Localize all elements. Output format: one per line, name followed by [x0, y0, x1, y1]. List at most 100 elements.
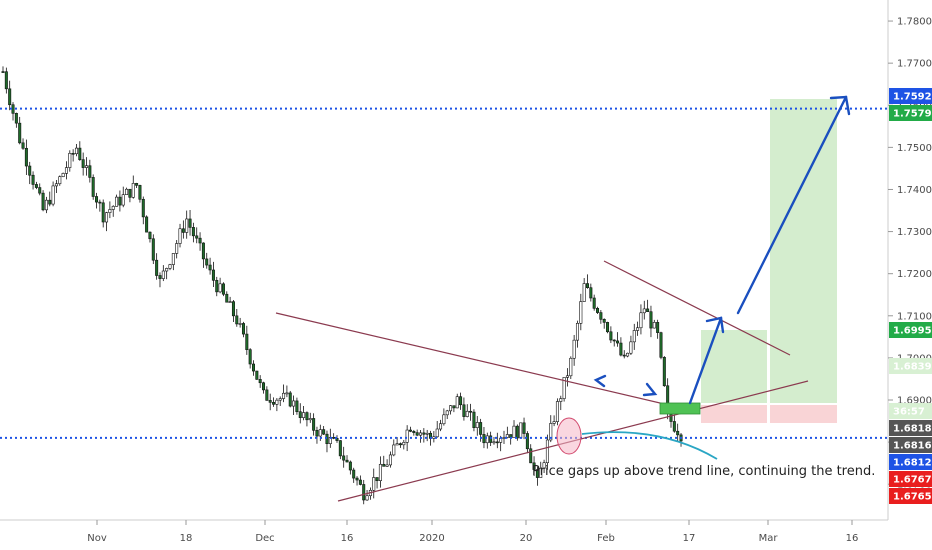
entry-box[interactable]	[659, 402, 701, 415]
candle[interactable]	[275, 398, 279, 412]
candle[interactable]	[402, 439, 406, 450]
candle[interactable]	[108, 201, 112, 219]
candle[interactable]	[535, 466, 539, 486]
candle[interactable]	[469, 403, 473, 421]
candle[interactable]	[492, 437, 496, 445]
candle[interactable]	[408, 426, 412, 433]
candle[interactable]	[642, 300, 646, 320]
price-badge[interactable]: 1.67655	[889, 488, 932, 504]
candle[interactable]	[539, 461, 543, 478]
candle[interactable]	[445, 409, 449, 420]
candle[interactable]	[475, 416, 479, 436]
candle[interactable]	[629, 335, 633, 356]
candle[interactable]	[462, 397, 466, 421]
candle[interactable]	[589, 283, 593, 302]
candle[interactable]	[529, 444, 533, 464]
candle[interactable]	[405, 425, 409, 452]
candle[interactable]	[412, 429, 416, 436]
stop-zone-1[interactable]	[701, 405, 767, 423]
time-axis[interactable]: Nov 18 Dec 16 2020 20 Feb 17 Mar 16	[87, 520, 858, 544]
candle[interactable]	[495, 432, 499, 449]
price-badge[interactable]: 36:57	[889, 403, 932, 419]
candle[interactable]	[522, 417, 526, 440]
candle[interactable]	[88, 159, 92, 183]
candle[interactable]	[612, 339, 616, 347]
candle[interactable]	[85, 157, 89, 176]
projection-arrow-2[interactable]	[736, 95, 848, 315]
candle[interactable]	[248, 348, 252, 369]
candle[interactable]	[662, 356, 666, 387]
candle[interactable]	[515, 424, 519, 441]
candle[interactable]	[676, 423, 680, 442]
candle[interactable]	[258, 375, 262, 388]
candle[interactable]	[372, 468, 376, 499]
candle[interactable]	[562, 377, 566, 402]
candle[interactable]	[131, 175, 135, 199]
candle[interactable]	[639, 304, 643, 335]
candle[interactable]	[656, 319, 660, 339]
candle[interactable]	[121, 186, 125, 208]
candle[interactable]	[4, 67, 8, 94]
candle[interactable]	[238, 317, 242, 328]
candle[interactable]	[225, 291, 229, 303]
candle[interactable]	[34, 181, 38, 190]
candle[interactable]	[345, 455, 349, 463]
candle[interactable]	[485, 432, 489, 449]
candle[interactable]	[512, 420, 516, 438]
candle[interactable]	[459, 392, 463, 410]
candle[interactable]	[552, 415, 556, 427]
candle[interactable]	[158, 272, 162, 288]
candle[interactable]	[125, 187, 129, 196]
candle[interactable]	[572, 334, 576, 366]
price-badge[interactable]: 1.68160	[889, 437, 932, 453]
candle[interactable]	[325, 430, 329, 453]
candle[interactable]	[342, 446, 346, 468]
candle[interactable]	[268, 393, 272, 411]
price-badge[interactable]: 1.68124	[889, 454, 932, 470]
candle[interactable]	[305, 411, 309, 427]
candle[interactable]	[61, 172, 65, 178]
candle[interactable]	[252, 360, 256, 376]
candle[interactable]	[51, 181, 55, 207]
candle[interactable]	[609, 326, 613, 344]
candle[interactable]	[616, 332, 620, 347]
candle[interactable]	[455, 393, 459, 409]
candle[interactable]	[672, 414, 676, 433]
candle[interactable]	[44, 196, 48, 214]
candle[interactable]	[98, 199, 102, 212]
candle[interactable]	[425, 429, 429, 442]
candle[interactable]	[358, 475, 362, 486]
price-badge[interactable]: 1.68180	[889, 420, 932, 436]
horizontal-levels[interactable]	[0, 107, 888, 439]
candle[interactable]	[245, 325, 249, 355]
candle[interactable]	[599, 310, 603, 324]
down-pointing-arrow[interactable]	[642, 382, 658, 397]
candle[interactable]	[435, 420, 439, 438]
candle[interactable]	[135, 182, 139, 188]
candle[interactable]	[28, 161, 32, 185]
candle[interactable]	[398, 442, 402, 448]
candle[interactable]	[575, 320, 579, 348]
candle[interactable]	[58, 175, 62, 186]
candle[interactable]	[201, 242, 205, 268]
candle[interactable]	[569, 356, 573, 379]
candle[interactable]	[91, 174, 95, 200]
candle[interactable]	[282, 384, 286, 403]
candle[interactable]	[395, 437, 399, 446]
candle[interactable]	[41, 190, 45, 212]
candle[interactable]	[118, 190, 122, 212]
candle[interactable]	[105, 211, 109, 232]
candle[interactable]	[64, 161, 68, 180]
candle[interactable]	[8, 80, 12, 111]
candle[interactable]	[31, 171, 35, 190]
candle[interactable]	[1, 66, 5, 73]
candle[interactable]	[292, 395, 296, 416]
candle[interactable]	[198, 232, 202, 251]
candle[interactable]	[101, 199, 105, 228]
candle[interactable]	[148, 231, 152, 243]
candle[interactable]	[659, 331, 663, 360]
candle[interactable]	[168, 263, 172, 271]
candle[interactable]	[111, 205, 115, 217]
